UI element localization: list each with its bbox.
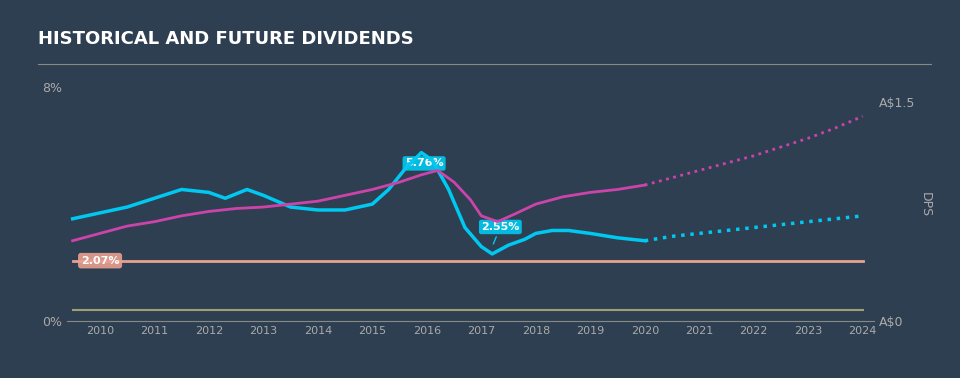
Text: 5.76%: 5.76%	[405, 158, 444, 169]
Text: 2.55%: 2.55%	[481, 222, 519, 244]
Y-axis label: DPS: DPS	[919, 192, 931, 217]
Text: 2.07%: 2.07%	[81, 256, 119, 266]
Text: HISTORICAL AND FUTURE DIVIDENDS: HISTORICAL AND FUTURE DIVIDENDS	[38, 30, 414, 48]
